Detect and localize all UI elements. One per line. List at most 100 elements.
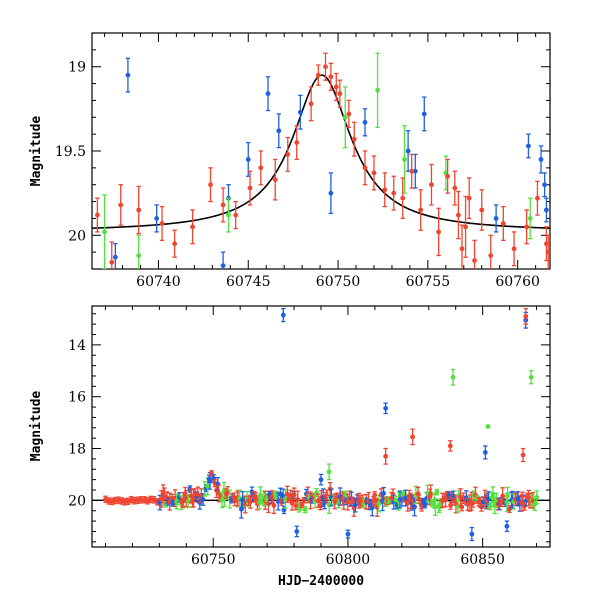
- top-green-data-point: [136, 234, 142, 269]
- bottom-green-outlier-point-marker: [450, 374, 456, 380]
- top-y-tick-label: 19.5: [55, 144, 86, 160]
- top-red-data-point: [463, 195, 468, 258]
- bottom-green-data-point: [534, 490, 540, 505]
- top-blue-data-point: [405, 130, 411, 172]
- top-red-data-point: [258, 150, 264, 186]
- bottom-blue-outlier-point: [345, 529, 351, 539]
- bottom-red-outlier-point: [410, 428, 415, 446]
- bottom-blue-outlier-point-marker: [294, 529, 300, 534]
- top-red-data-point: [337, 79, 343, 108]
- bottom-red-data-point: [183, 489, 189, 508]
- bottom-blue-data-point: [412, 497, 417, 517]
- bottom-red-outlier-point-marker: [520, 452, 526, 458]
- bottom-red-outlier-point-marker: [383, 453, 389, 459]
- top-red-data-point: [488, 234, 494, 269]
- bottom-red-data-point-marker: [266, 501, 271, 507]
- top-panel: 60740 60745 60750 60755 60760 19 19.5 20 Magnit…: [29, 32, 551, 290]
- top-plot-frame: [91, 32, 551, 270]
- bottom-red-data-point-marker: [291, 492, 297, 498]
- bottom-blue-data-point: [170, 499, 176, 507]
- bottom-red-outlier-point: [523, 307, 529, 325]
- top-red-data-point-marker: [258, 165, 264, 171]
- top-red-data-point: [208, 167, 213, 203]
- bottom-green-data-point: [434, 488, 440, 496]
- top-green-data-point-marker: [102, 229, 107, 235]
- top-red-data-point-marker: [136, 207, 142, 213]
- top-red-data-point-marker: [371, 170, 377, 176]
- bottom-blue-data-point-marker: [249, 489, 255, 495]
- bottom-green-data-point-marker: [534, 494, 540, 500]
- top-blue-data-point-marker: [538, 157, 544, 162]
- top-red-data-point-marker: [409, 168, 415, 174]
- top-red-data-point: [247, 170, 253, 206]
- top-blue-data-point: [328, 172, 334, 215]
- top-red-data-point-marker: [337, 91, 343, 97]
- top-red-data-point-marker: [391, 190, 397, 196]
- bottom-y-tick-label: 16: [68, 390, 86, 406]
- bottom-red-data-point-marker: [295, 497, 301, 502]
- top-red-data-point: [323, 52, 328, 81]
- bottom-red-data-point: [467, 494, 473, 512]
- top-red-data-point: [190, 209, 195, 245]
- top-red-data-point: [233, 200, 239, 230]
- top-red-data-point-marker: [94, 212, 100, 218]
- bottom-blue-data-point-marker: [200, 497, 206, 502]
- bottom-green-data-point-marker: [493, 498, 499, 503]
- top-red-data-point-marker: [272, 177, 278, 183]
- top-red-data-point-marker: [472, 258, 477, 263]
- x-axis-label: HJD−2400000: [278, 574, 364, 589]
- top-green-data-point: [226, 197, 231, 233]
- top-red-data-point: [109, 241, 115, 269]
- bottom-green-data-point: [425, 484, 431, 502]
- top-green-data-point-marker: [375, 87, 380, 93]
- bottom-red-data-point: [440, 492, 445, 509]
- top-red-data-point-marker: [247, 185, 253, 191]
- top-blue-data-point: [297, 94, 303, 130]
- top-red-data-point-marker: [436, 229, 442, 235]
- bottom-blue-data-point-marker: [450, 493, 456, 499]
- top-red-data-point-marker: [172, 241, 178, 247]
- bottom-red-data-point: [520, 491, 525, 502]
- bottom-blue-data-point-marker: [403, 495, 409, 501]
- top-red-data-point: [456, 190, 461, 240]
- top-blue-data-point-marker: [542, 182, 548, 188]
- bottom-panel: 60750 60800 60850 14 16 18 20 Magnitude HJD−24…: [29, 305, 551, 589]
- bottom-blue-outlier-point-marker: [504, 523, 510, 529]
- top-red-data-point: [382, 172, 388, 208]
- bottom-blue-data-point: [329, 488, 334, 507]
- top-red-data-point-marker: [535, 195, 540, 201]
- top-red-data-point-marker: [456, 212, 461, 218]
- model-light-curve: [92, 74, 550, 229]
- top-blue-data-point: [538, 145, 544, 174]
- top-blue-data-point: [362, 108, 368, 137]
- top-red-data-point-marker: [118, 202, 124, 208]
- top-red-data-point: [118, 184, 124, 226]
- bottom-red-data-point: [291, 487, 297, 503]
- bottom-red-outlier-point-marker: [447, 443, 453, 449]
- top-red-data-point: [136, 185, 142, 235]
- bottom-blue-data-point-marker: [381, 490, 386, 496]
- bottom-red-data-point-marker: [428, 491, 434, 497]
- top-green-data-point-marker: [527, 216, 533, 221]
- bottom-blue-outlier-point: [504, 520, 510, 533]
- top-red-data-point-marker: [466, 195, 472, 201]
- top-red-data-point-marker: [208, 182, 213, 188]
- bottom-green-data-point-marker: [487, 503, 493, 509]
- bottom-y-tick-label: 18: [68, 442, 86, 458]
- bottom-blue-outlier-point-marker: [345, 531, 351, 537]
- top-red-data-point-marker: [459, 246, 465, 252]
- top-blue-data-point: [493, 204, 499, 233]
- top-red-data-point: [272, 158, 278, 201]
- bottom-green-outlier-point: [326, 463, 332, 481]
- top-red-data-point: [445, 158, 451, 194]
- bottom-y-axis-label: Magnitude: [29, 391, 44, 462]
- bottom-red-data-point-marker: [372, 492, 378, 498]
- top-red-data-point: [333, 72, 339, 102]
- top-blue-data-point-marker: [265, 91, 271, 97]
- top-red-data-point: [308, 86, 314, 122]
- bottom-y-tick-label: 20: [68, 493, 86, 509]
- bottom-blue-data-point-marker: [515, 496, 521, 502]
- top-x-tick-label: 60740: [136, 274, 181, 290]
- bottom-blue-data-point: [278, 487, 283, 501]
- bottom-blue-outlier-point-marker: [318, 477, 324, 483]
